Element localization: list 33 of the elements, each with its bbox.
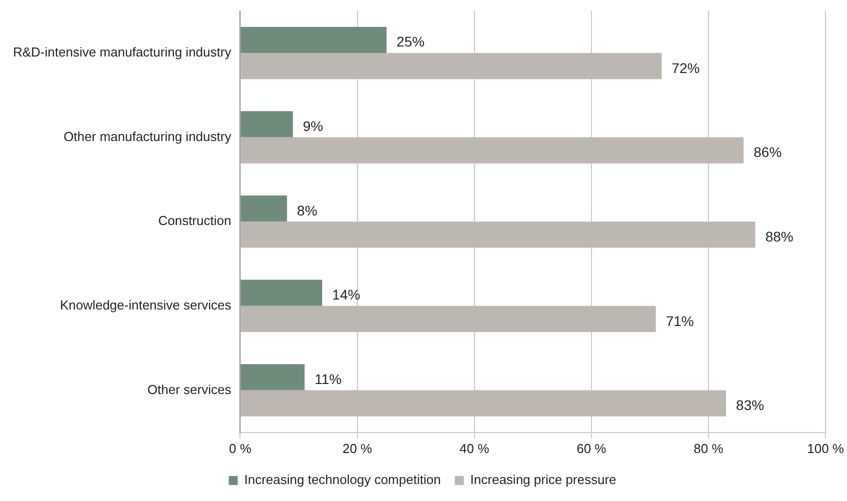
data-label: 71% (666, 312, 694, 329)
legend-label: Increasing technology competition (244, 472, 441, 488)
bar (240, 26, 387, 53)
x-tick-label: 80 % (694, 440, 724, 456)
data-label: 11% (314, 371, 342, 388)
bar (240, 222, 756, 248)
y-tick-label: Other services (147, 382, 232, 397)
bar (240, 111, 293, 138)
bar (240, 52, 662, 80)
data-label: 25% (396, 34, 425, 50)
bar (240, 195, 288, 222)
bar (240, 364, 305, 390)
data-label: 8% (297, 202, 318, 218)
bar (240, 306, 656, 332)
bar (240, 390, 726, 416)
legend-label: Increasing price pressure (470, 472, 616, 488)
data-label: 72% (672, 60, 700, 76)
bar (240, 280, 322, 306)
x-tick-label: 0 % (229, 440, 252, 456)
data-label: 86% (754, 144, 782, 160)
data-label: 9% (302, 118, 324, 134)
data-label: 83% (736, 397, 764, 414)
y-tick-label: R&D-intensive manufacturing industry (12, 44, 232, 60)
data-label: 14% (332, 286, 360, 303)
x-tick-label: 20 % (342, 440, 373, 456)
x-tick-label: 100 % (807, 440, 844, 456)
bar (240, 137, 744, 164)
x-tick-label: 60 % (576, 440, 607, 456)
y-tick-label: Knowledge-intensive services (60, 298, 232, 312)
x-tick-label: 40 % (460, 440, 490, 456)
data-label: 88% (765, 228, 794, 245)
y-tick-label: Construction (158, 213, 232, 228)
y-tick-label: Other manufacturing industry (64, 128, 232, 144)
